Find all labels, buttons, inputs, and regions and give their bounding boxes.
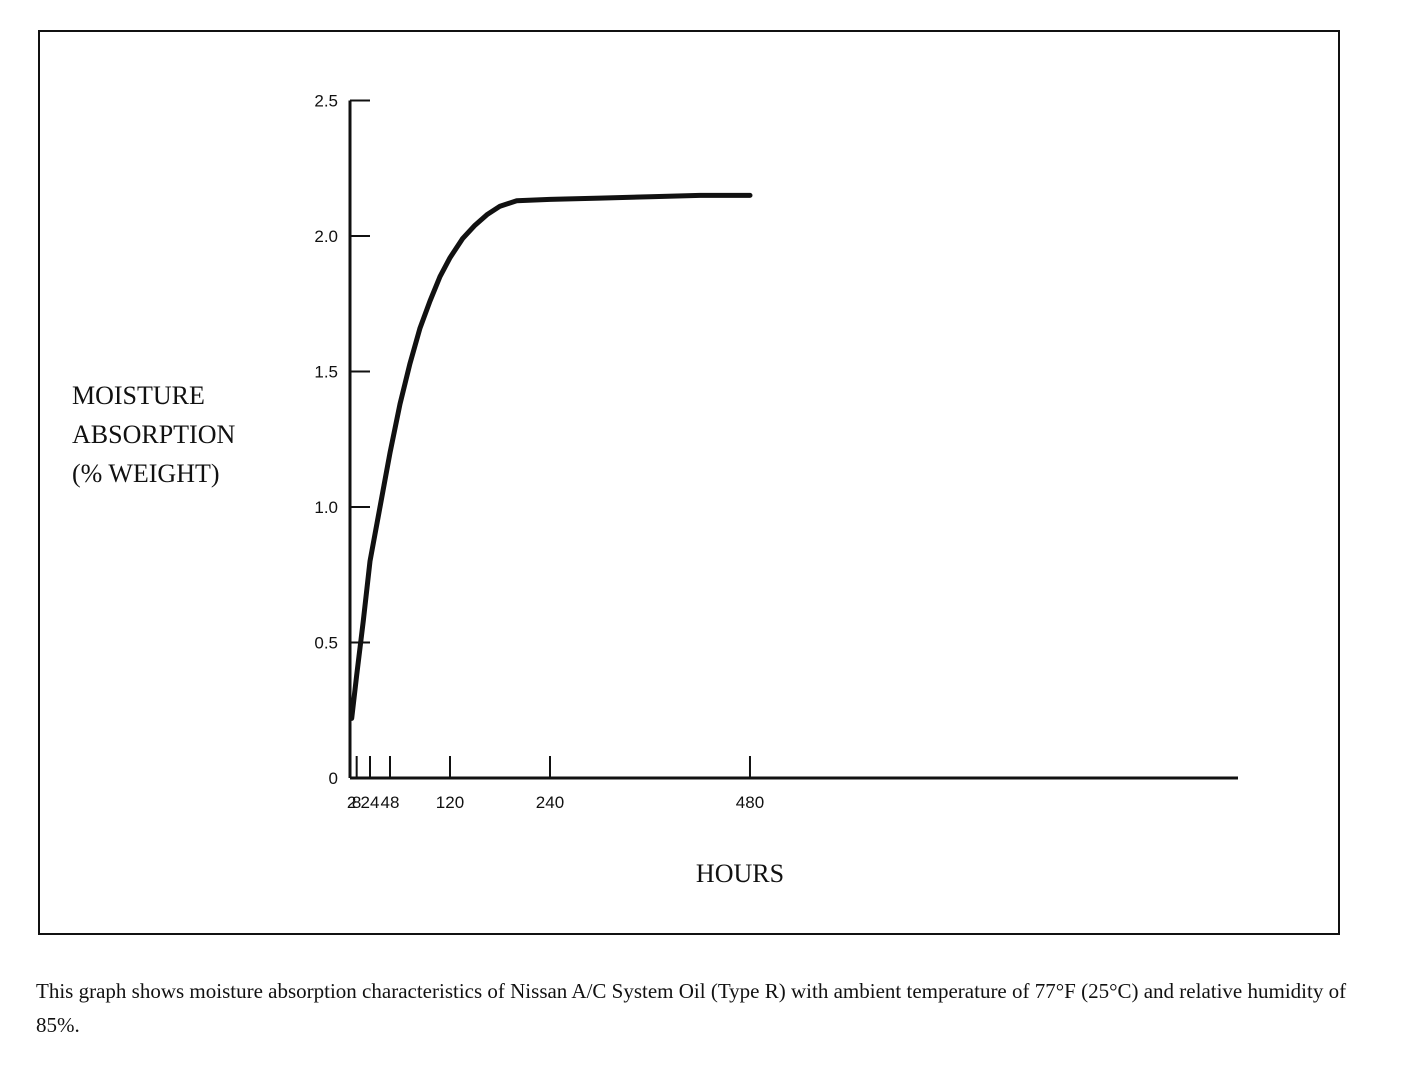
absorption-curve	[349, 192, 753, 721]
chart-frame: 0 0.5 1.0 1.5 2.0 2.5 2 8 24 48 120 240 480 MOISTURE…	[38, 30, 1340, 935]
x-tick-label: 24	[361, 793, 380, 812]
x-tick-label: 240	[536, 793, 564, 812]
x-tick-label: 120	[436, 793, 464, 812]
figure-caption: This graph shows moisture absorption cha…	[36, 979, 1347, 1037]
moisture-absorption-chart: 0 0.5 1.0 1.5 2.0 2.5 28 24 48 120 240 480 MOISTURE…	[72, 92, 1238, 888]
x-tick-label: 48	[381, 793, 400, 812]
y-tick-label: 2.0	[314, 227, 338, 246]
y-tick-label: 1.0	[314, 498, 338, 517]
y-axis-title-line: MOISTURE	[72, 381, 205, 410]
x-tick-label: 2	[347, 793, 356, 812]
y-axis-title-line: ABSORPTION	[72, 420, 235, 449]
y-tick-label: 0	[329, 769, 338, 788]
y-tick-label: 1.5	[314, 363, 338, 382]
x-tick-label: 8	[352, 793, 361, 812]
y-tick-label: 2.5	[314, 92, 338, 111]
y-tick-label: 0.5	[314, 634, 338, 653]
x-axis-title: HOURS	[696, 859, 784, 888]
y-axis-title-line: (% WEIGHT)	[72, 459, 220, 488]
x-tick-label: 480	[736, 793, 764, 812]
